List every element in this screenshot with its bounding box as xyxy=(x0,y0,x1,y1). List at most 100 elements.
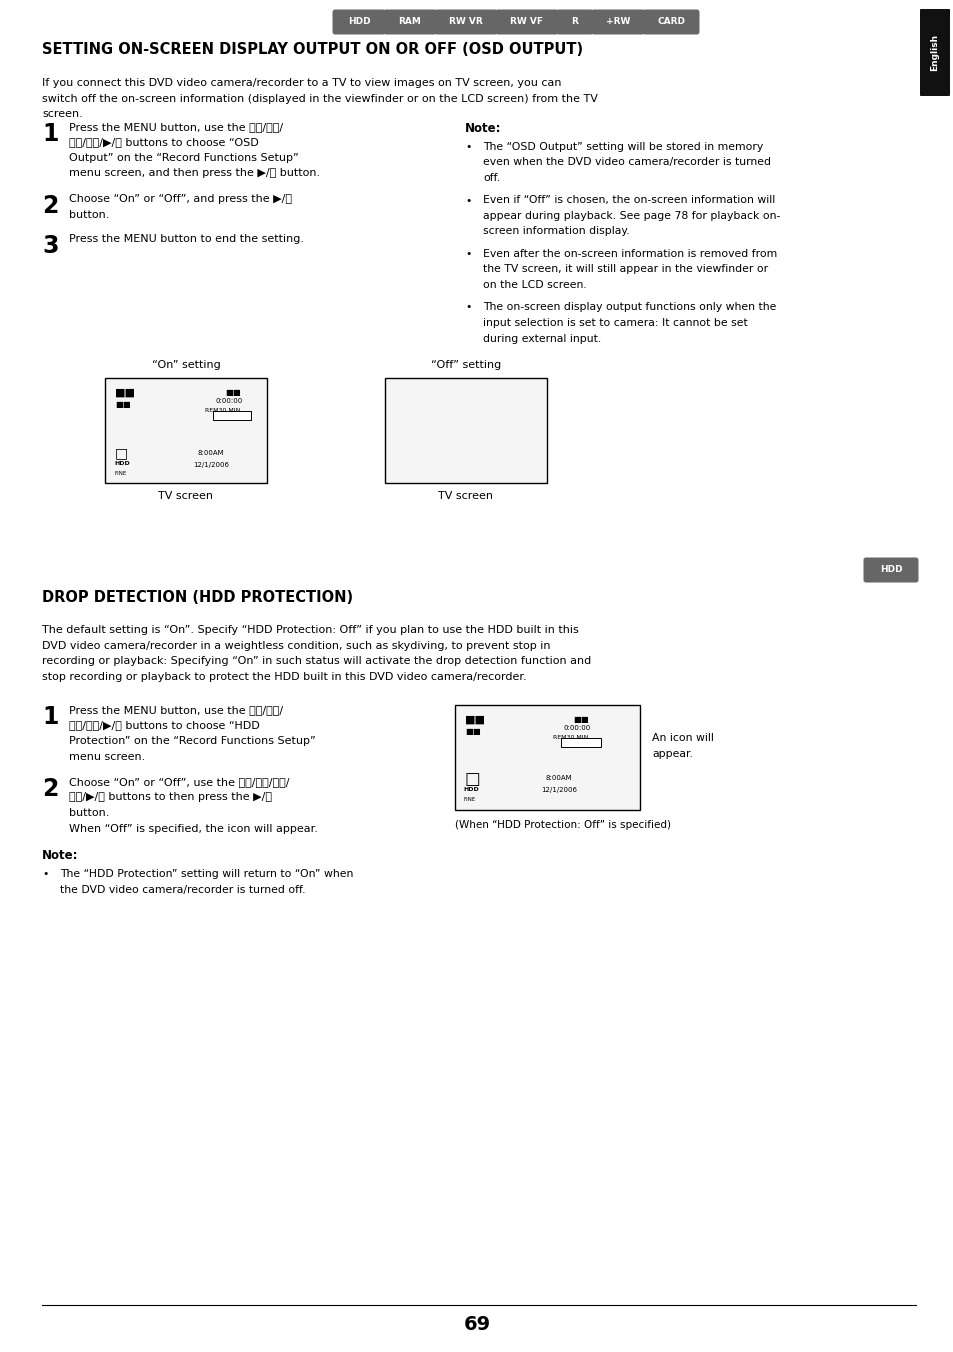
Text: input selection is set to camera: It cannot be set: input selection is set to camera: It can… xyxy=(482,318,747,329)
Text: ■■: ■■ xyxy=(464,727,480,735)
Text: 69: 69 xyxy=(463,1315,490,1334)
Text: •: • xyxy=(42,869,49,879)
FancyBboxPatch shape xyxy=(641,9,699,35)
Bar xyxy=(213,411,251,420)
Text: •: • xyxy=(464,303,471,312)
Text: CARD: CARD xyxy=(657,18,684,27)
Text: An icon will: An icon will xyxy=(651,733,713,744)
Text: “On” setting: “On” setting xyxy=(152,360,220,370)
Text: ■■: ■■ xyxy=(464,715,485,725)
FancyBboxPatch shape xyxy=(383,9,436,35)
Text: 0:00:00: 0:00:00 xyxy=(562,725,590,731)
Text: (When “HDD Protection: Off” is specified): (When “HDD Protection: Off” is specified… xyxy=(455,821,670,830)
Text: 8:00AM: 8:00AM xyxy=(544,775,571,781)
Text: If you connect this DVD video camera/recorder to a TV to view images on TV scree: If you connect this DVD video camera/rec… xyxy=(42,78,561,88)
FancyBboxPatch shape xyxy=(333,9,385,35)
Text: 1: 1 xyxy=(42,704,58,729)
Text: button.: button. xyxy=(69,808,110,818)
Text: 12/1/2006: 12/1/2006 xyxy=(193,462,229,468)
Text: •: • xyxy=(464,142,471,151)
Text: HDD: HDD xyxy=(347,18,370,27)
Text: □: □ xyxy=(115,446,128,460)
Bar xyxy=(560,738,600,748)
Bar xyxy=(455,704,639,810)
FancyBboxPatch shape xyxy=(495,9,558,35)
Text: HDD: HDD xyxy=(879,565,902,575)
Text: DROP DETECTION (HDD PROTECTION): DROP DETECTION (HDD PROTECTION) xyxy=(42,589,353,604)
Bar xyxy=(385,379,546,483)
Text: ■■: ■■ xyxy=(115,388,136,397)
Text: 2: 2 xyxy=(42,193,58,218)
Text: The “HDD Protection” setting will return to “On” when: The “HDD Protection” setting will return… xyxy=(60,869,353,879)
Text: TV screen: TV screen xyxy=(158,491,213,502)
Bar xyxy=(105,379,267,483)
Text: RAM: RAM xyxy=(398,18,421,27)
Text: ■■: ■■ xyxy=(115,400,131,410)
Text: ■■: ■■ xyxy=(573,715,588,725)
FancyBboxPatch shape xyxy=(591,9,644,35)
Text: Choose “On” or “Off”, use the ⏮⏮/⏭⏭/⏪⏪/: Choose “On” or “Off”, use the ⏮⏮/⏭⏭/⏪⏪/ xyxy=(69,777,289,787)
Text: during external input.: during external input. xyxy=(482,334,600,343)
Text: DVD video camera/recorder in a weightless condition, such as skydiving, to preve: DVD video camera/recorder in a weightles… xyxy=(42,641,550,650)
Text: Note:: Note: xyxy=(42,849,78,863)
Text: Protection” on the “Record Functions Setup”: Protection” on the “Record Functions Set… xyxy=(69,735,315,746)
Text: switch off the on-screen information (displayed in the viewfinder or on the LCD : switch off the on-screen information (di… xyxy=(42,93,598,104)
FancyBboxPatch shape xyxy=(862,557,918,583)
Text: appear during playback. See page 78 for playback on-: appear during playback. See page 78 for … xyxy=(482,211,780,220)
Text: R: R xyxy=(571,18,578,27)
Text: 2: 2 xyxy=(42,777,58,800)
Text: even when the DVD video camera/recorder is turned: even when the DVD video camera/recorder … xyxy=(482,157,770,168)
Text: 1: 1 xyxy=(42,122,58,146)
Text: □: □ xyxy=(464,771,480,788)
Text: Even after the on-screen information is removed from: Even after the on-screen information is … xyxy=(482,249,777,260)
Text: FINE: FINE xyxy=(462,796,475,802)
Text: Press the MENU button to end the setting.: Press the MENU button to end the setting… xyxy=(69,234,304,243)
Text: HDD: HDD xyxy=(462,787,478,792)
Text: Even if “Off” is chosen, the on-screen information will: Even if “Off” is chosen, the on-screen i… xyxy=(482,196,775,206)
Text: 8:00AM: 8:00AM xyxy=(196,450,223,456)
Text: +RW: +RW xyxy=(605,18,630,27)
Text: ⏪⏪/⏩⏩/▶/⏯ buttons to choose “HDD: ⏪⏪/⏩⏩/▶/⏯ buttons to choose “HDD xyxy=(69,721,259,730)
Text: recording or playback: Specifying “On” in such status will activate the drop det: recording or playback: Specifying “On” i… xyxy=(42,656,591,667)
Text: The on-screen display output functions only when the: The on-screen display output functions o… xyxy=(482,303,776,312)
Text: button.: button. xyxy=(69,210,110,219)
Text: RW VR: RW VR xyxy=(449,18,482,27)
Text: •: • xyxy=(464,249,471,260)
Text: HDD: HDD xyxy=(113,461,130,466)
Text: •: • xyxy=(464,196,471,206)
Text: REM30 MIN: REM30 MIN xyxy=(553,735,588,740)
Text: Press the MENU button, use the ⏮⏮/⏭⏭/: Press the MENU button, use the ⏮⏮/⏭⏭/ xyxy=(69,122,283,132)
Text: the TV screen, it will still appear in the viewfinder or: the TV screen, it will still appear in t… xyxy=(482,265,767,274)
Text: SETTING ON-SCREEN DISPLAY OUTPUT ON OR OFF (OSD OUTPUT): SETTING ON-SCREEN DISPLAY OUTPUT ON OR O… xyxy=(42,42,582,57)
Text: menu screen.: menu screen. xyxy=(69,752,145,761)
Text: on the LCD screen.: on the LCD screen. xyxy=(482,280,586,289)
Text: The “OSD Output” setting will be stored in memory: The “OSD Output” setting will be stored … xyxy=(482,142,762,151)
Text: Press the MENU button, use the ⏮⏮/⏭⏭/: Press the MENU button, use the ⏮⏮/⏭⏭/ xyxy=(69,704,283,715)
Text: 12/1/2006: 12/1/2006 xyxy=(540,787,577,794)
Text: Note:: Note: xyxy=(464,122,501,135)
Text: off.: off. xyxy=(482,173,499,183)
Text: 0:00:00: 0:00:00 xyxy=(214,397,242,404)
Text: Output” on the “Record Functions Setup”: Output” on the “Record Functions Setup” xyxy=(69,153,298,164)
Text: screen.: screen. xyxy=(42,110,83,119)
Text: the DVD video camera/recorder is turned off.: the DVD video camera/recorder is turned … xyxy=(60,884,305,895)
Text: ■■: ■■ xyxy=(225,388,240,397)
Text: REM30 MIN: REM30 MIN xyxy=(205,408,240,412)
Text: FINE: FINE xyxy=(113,470,126,476)
Text: ⏩⏩/▶/⏯ buttons to then press the ▶/⏯: ⏩⏩/▶/⏯ buttons to then press the ▶/⏯ xyxy=(69,792,272,803)
Text: screen information display.: screen information display. xyxy=(482,227,629,237)
Text: English: English xyxy=(929,34,939,72)
Text: ⏪⏪/⏩⏩/▶/⏯ buttons to choose “OSD: ⏪⏪/⏩⏩/▶/⏯ buttons to choose “OSD xyxy=(69,138,258,147)
FancyBboxPatch shape xyxy=(556,9,593,35)
FancyBboxPatch shape xyxy=(919,9,949,96)
Text: 3: 3 xyxy=(42,234,58,258)
Text: menu screen, and then press the ▶/⏯ button.: menu screen, and then press the ▶/⏯ butt… xyxy=(69,169,320,178)
Text: appear.: appear. xyxy=(651,749,692,758)
Text: stop recording or playback to protect the HDD built in this DVD video camera/rec: stop recording or playback to protect th… xyxy=(42,672,526,681)
Text: Choose “On” or “Off”, and press the ▶/⏯: Choose “On” or “Off”, and press the ▶/⏯ xyxy=(69,193,292,204)
Text: The default setting is “On”. Specify “HDD Protection: Off” if you plan to use th: The default setting is “On”. Specify “HD… xyxy=(42,625,578,635)
FancyBboxPatch shape xyxy=(434,9,497,35)
Text: “Off” setting: “Off” setting xyxy=(431,360,500,370)
Text: RW VF: RW VF xyxy=(510,18,543,27)
Text: TV screen: TV screen xyxy=(438,491,493,502)
